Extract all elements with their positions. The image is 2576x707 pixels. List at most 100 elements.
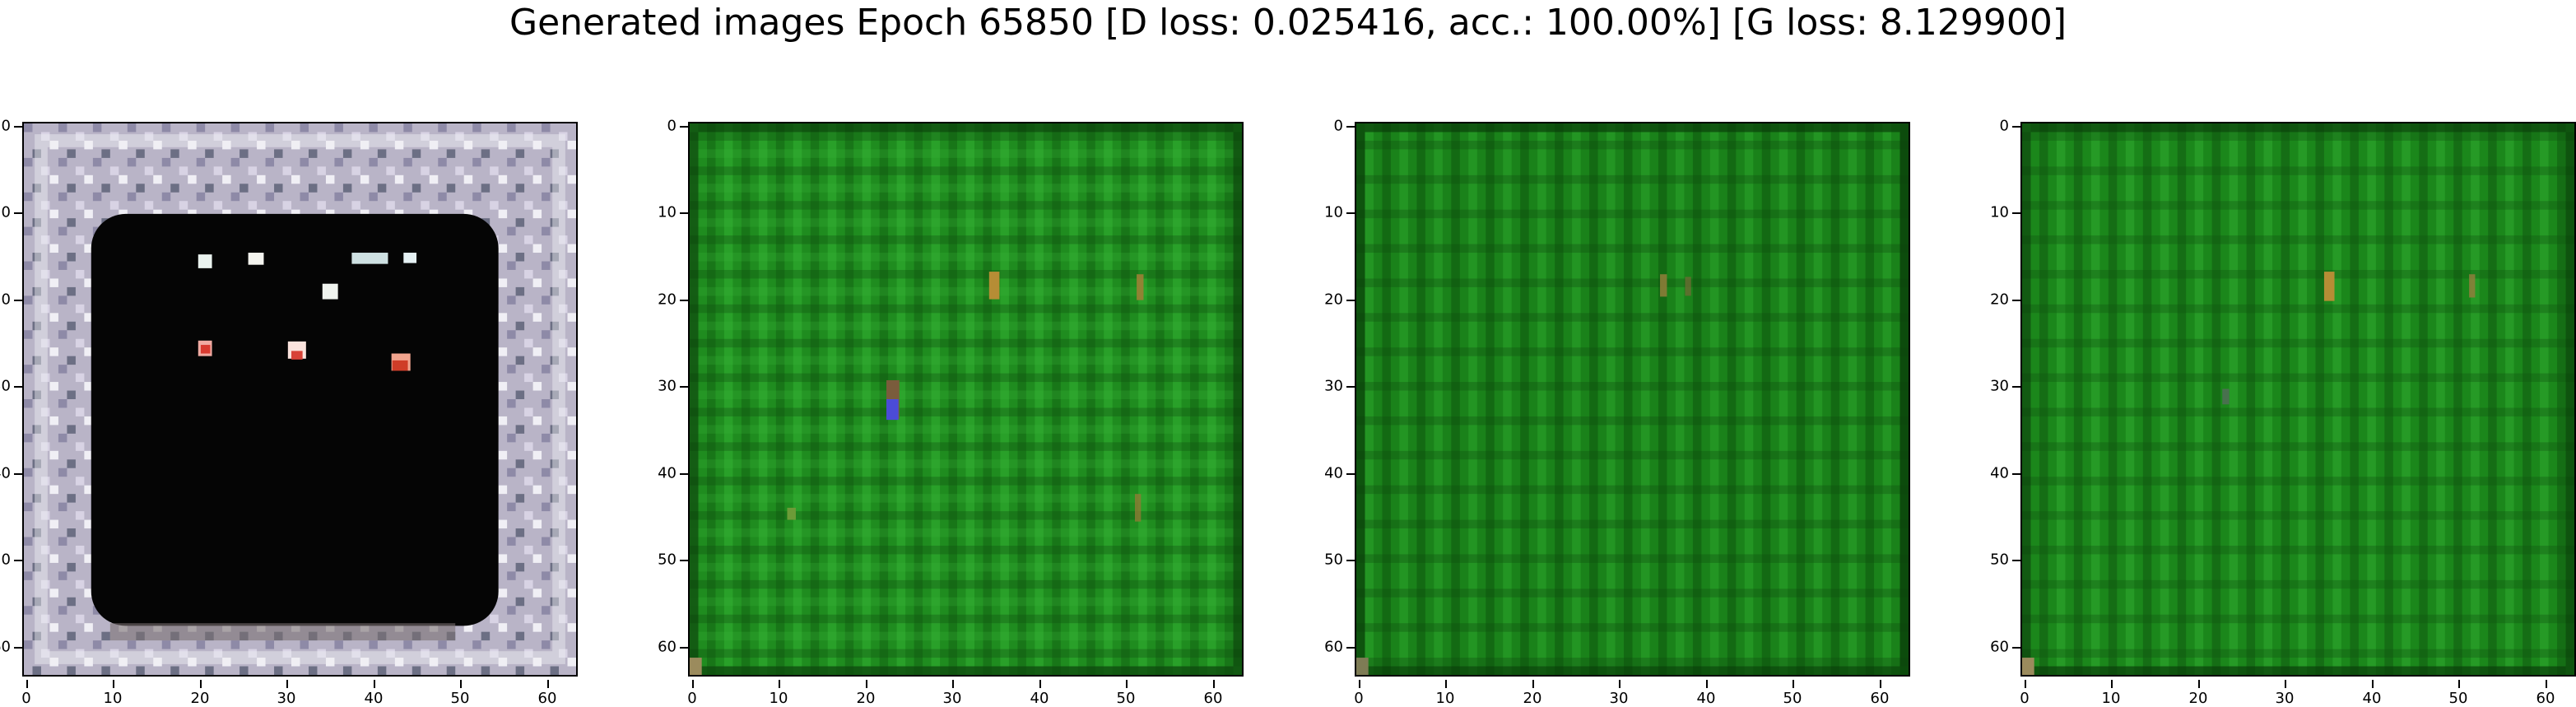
y-label-10: 10: [0, 203, 11, 221]
x-label-0: 0: [1354, 690, 1364, 707]
y-tick-30: [2012, 386, 2020, 388]
y-label-30: 30: [0, 377, 11, 395]
y-label-40: 40: [1990, 464, 2009, 482]
y-label-40: 40: [658, 464, 677, 482]
x-label-60: 60: [1870, 690, 1890, 707]
x-label-40: 40: [1696, 690, 1716, 707]
generated-image-2: [688, 122, 1244, 677]
y-label-60: 60: [0, 638, 11, 656]
y-tick-10: [680, 212, 688, 214]
y-tick-60: [2012, 647, 2020, 649]
x-label-20: 20: [2188, 690, 2208, 707]
generated-image-1: [22, 122, 578, 677]
green-grid-image: [1356, 123, 1909, 675]
y-label-0: 0: [1, 117, 11, 135]
x-label-30: 30: [1609, 690, 1629, 707]
x-label-10: 10: [769, 690, 788, 707]
y-label-0: 0: [1333, 117, 1343, 135]
x-tick-0: [1359, 680, 1360, 688]
x-label-40: 40: [364, 690, 384, 707]
x-tick-40: [2372, 680, 2374, 688]
x-tick-20: [200, 680, 202, 688]
y-tick-30: [680, 386, 688, 388]
x-tick-40: [374, 680, 375, 688]
x-tick-0: [26, 680, 28, 688]
x-label-40: 40: [1030, 690, 1049, 707]
y-label-60: 60: [1324, 638, 1343, 656]
x-tick-30: [286, 680, 288, 688]
y-label-30: 30: [1324, 377, 1343, 395]
x-tick-20: [866, 680, 867, 688]
y-label-20: 20: [658, 291, 677, 309]
y-label-50: 50: [1324, 551, 1343, 569]
x-label-50: 50: [450, 690, 470, 707]
y-tick-50: [1346, 560, 1355, 561]
x-tick-40: [1706, 680, 1708, 688]
x-label-10: 10: [103, 690, 123, 707]
y-label-30: 30: [658, 377, 677, 395]
y-tick-20: [1346, 300, 1355, 301]
x-tick-10: [2111, 680, 2113, 688]
x-tick-50: [2458, 680, 2460, 688]
x-label-0: 0: [21, 690, 31, 707]
x-tick-30: [1619, 680, 1620, 688]
image-panel-2: 0 10 20 30 40 50 60 0 10 20 30 40 50 60: [658, 118, 1244, 707]
x-label-30: 30: [277, 690, 296, 707]
x-label-20: 20: [190, 690, 210, 707]
y-label-40: 40: [1324, 464, 1343, 482]
y-tick-20: [14, 300, 22, 301]
noisy-room-image: [24, 123, 576, 675]
x-label-20: 20: [1523, 690, 1542, 707]
y-tick-60: [680, 647, 688, 649]
y-tick-10: [14, 212, 22, 214]
x-tick-50: [460, 680, 462, 688]
image-panel-3: 0 10 20 30 40 50 60 0 10 20 30 40 50 60: [1324, 118, 1910, 707]
x-tick-20: [1532, 680, 1534, 688]
y-tick-50: [680, 560, 688, 561]
y-tick-10: [2012, 212, 2020, 214]
x-tick-10: [1445, 680, 1447, 688]
x-tick-0: [2025, 680, 2026, 688]
x-tick-10: [113, 680, 114, 688]
y-tick-40: [2012, 473, 2020, 475]
x-tick-30: [952, 680, 954, 688]
y-tick-60: [1346, 647, 1355, 649]
x-label-50: 50: [2448, 690, 2468, 707]
y-label-10: 10: [1990, 203, 2009, 221]
x-label-30: 30: [2275, 690, 2295, 707]
y-tick-0: [1346, 126, 1355, 128]
y-label-0: 0: [667, 117, 677, 135]
y-tick-30: [1346, 386, 1355, 388]
y-label-20: 20: [1990, 291, 2009, 309]
x-label-60: 60: [2536, 690, 2555, 707]
x-label-20: 20: [856, 690, 876, 707]
x-tick-60: [1880, 680, 1881, 688]
y-tick-40: [680, 473, 688, 475]
y-label-30: 30: [1990, 377, 2009, 395]
x-label-60: 60: [537, 690, 557, 707]
y-tick-60: [14, 647, 22, 649]
y-tick-20: [680, 300, 688, 301]
x-label-0: 0: [687, 690, 697, 707]
x-tick-20: [2198, 680, 2200, 688]
figure-title: Generated images Epoch 65850 [D loss: 0.…: [509, 2, 2067, 44]
image-panel-1: 0 10 20 30 40 50 60 0 10 20 30 40 50 60: [0, 118, 578, 707]
x-tick-30: [2285, 680, 2286, 688]
y-label-10: 10: [658, 203, 677, 221]
x-tick-40: [1039, 680, 1041, 688]
y-tick-10: [1346, 212, 1355, 214]
generated-image-3: [1355, 122, 1910, 677]
x-tick-60: [2546, 680, 2547, 688]
y-tick-40: [1346, 473, 1355, 475]
y-label-50: 50: [0, 551, 11, 569]
x-tick-50: [1793, 680, 1794, 688]
y-tick-0: [680, 126, 688, 128]
y-tick-0: [14, 126, 22, 128]
x-label-50: 50: [1116, 690, 1136, 707]
y-label-40: 40: [0, 464, 11, 482]
x-label-30: 30: [942, 690, 962, 707]
x-tick-60: [1213, 680, 1215, 688]
y-label-50: 50: [1990, 551, 2009, 569]
green-grid-image: [2022, 123, 2574, 675]
y-label-0: 0: [1999, 117, 2009, 135]
